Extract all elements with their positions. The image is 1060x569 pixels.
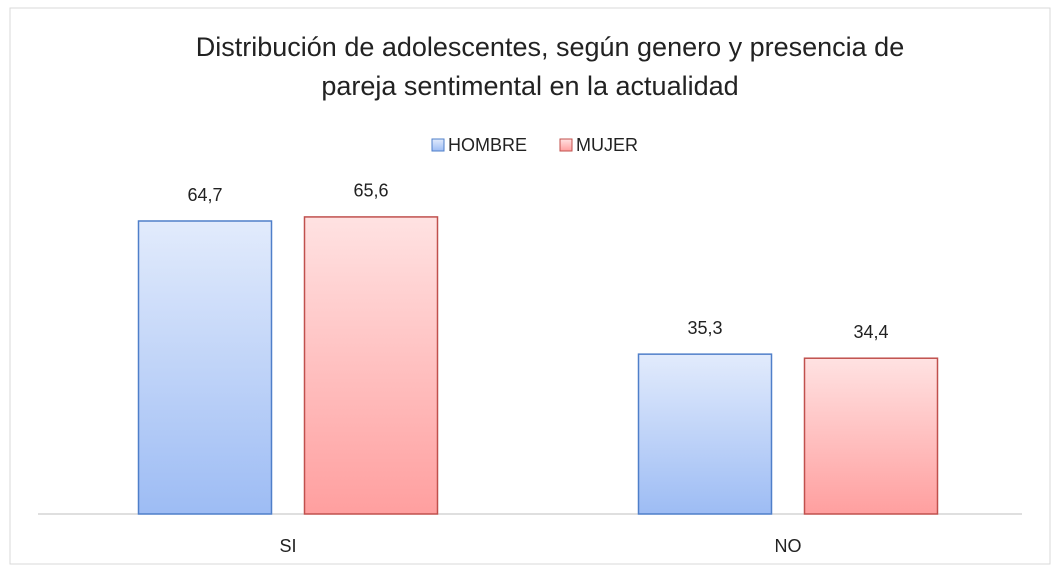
- data-label: 34,4: [853, 322, 888, 342]
- chart-title: Distribución de adolescentes, según gene…: [196, 32, 904, 62]
- legend-swatch: [559, 138, 573, 152]
- data-label: 65,6: [353, 181, 388, 201]
- x-tick-label: SI: [279, 536, 296, 556]
- x-tick-label: NO: [775, 536, 802, 556]
- data-label: 35,3: [687, 318, 722, 338]
- bar: [137, 220, 273, 515]
- bar: [637, 353, 773, 515]
- legend-label: HOMBRE: [448, 135, 527, 155]
- legend-swatch: [431, 138, 445, 152]
- bar: [803, 357, 939, 515]
- chart-title: pareja sentimental en la actualidad: [321, 71, 738, 101]
- bar: [303, 216, 439, 515]
- legend-label: MUJER: [576, 135, 638, 155]
- data-label: 64,7: [187, 185, 222, 205]
